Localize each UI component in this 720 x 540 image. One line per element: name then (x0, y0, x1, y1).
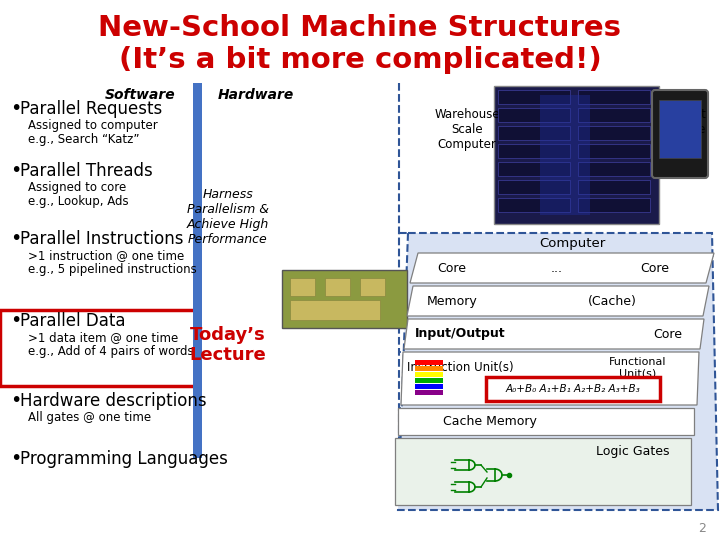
FancyBboxPatch shape (498, 198, 570, 212)
Text: A₀+B₀ A₁+B₁ A₂+B₂ A₃+B₃: A₀+B₀ A₁+B₁ A₂+B₂ A₃+B₃ (505, 384, 640, 394)
FancyBboxPatch shape (578, 126, 650, 140)
FancyBboxPatch shape (415, 384, 443, 389)
Text: •: • (10, 230, 22, 248)
FancyBboxPatch shape (325, 278, 350, 296)
Text: (It’s a bit more complicated!): (It’s a bit more complicated!) (119, 46, 601, 74)
Text: Parallel Requests: Parallel Requests (20, 100, 162, 118)
Text: 2: 2 (698, 522, 706, 535)
Text: Memory: Memory (427, 294, 477, 307)
Text: Input/Output: Input/Output (415, 327, 505, 341)
Text: >1 instruction @ one time: >1 instruction @ one time (28, 249, 184, 262)
FancyBboxPatch shape (498, 144, 570, 158)
Text: e.g., 5 pipelined instructions: e.g., 5 pipelined instructions (28, 264, 197, 276)
FancyBboxPatch shape (486, 377, 660, 401)
FancyBboxPatch shape (193, 83, 202, 458)
FancyBboxPatch shape (578, 108, 650, 122)
FancyBboxPatch shape (578, 162, 650, 176)
Text: Computer: Computer (539, 238, 605, 251)
Text: e.g., Search “Katz”: e.g., Search “Katz” (28, 133, 140, 146)
FancyBboxPatch shape (578, 144, 650, 158)
Text: •: • (10, 392, 22, 410)
FancyBboxPatch shape (540, 95, 590, 215)
Text: Core: Core (438, 261, 467, 274)
FancyBboxPatch shape (0, 310, 195, 386)
Text: •: • (10, 161, 22, 180)
Text: Cache Memory: Cache Memory (443, 415, 537, 428)
Text: New-School Machine Structures: New-School Machine Structures (99, 14, 621, 42)
FancyBboxPatch shape (578, 198, 650, 212)
Text: Functional
Unit(s): Functional Unit(s) (609, 357, 667, 379)
FancyBboxPatch shape (494, 86, 659, 224)
Text: Parallel Instructions: Parallel Instructions (20, 230, 184, 248)
Text: •: • (10, 99, 22, 118)
Text: e.g., Lookup, Ads: e.g., Lookup, Ads (28, 195, 129, 208)
FancyBboxPatch shape (578, 180, 650, 194)
Text: Assigned to computer: Assigned to computer (28, 119, 158, 132)
FancyBboxPatch shape (415, 378, 443, 383)
Text: Core: Core (641, 261, 670, 274)
Polygon shape (401, 352, 699, 405)
Text: Hardware descriptions: Hardware descriptions (20, 392, 207, 410)
Polygon shape (395, 438, 691, 505)
Text: (Cache): (Cache) (588, 294, 636, 307)
Polygon shape (398, 408, 694, 435)
FancyBboxPatch shape (498, 162, 570, 176)
Text: e.g., Add of 4 pairs of words: e.g., Add of 4 pairs of words (28, 346, 194, 359)
FancyBboxPatch shape (498, 90, 570, 104)
Text: •: • (10, 449, 22, 469)
Text: Software: Software (104, 88, 175, 102)
FancyBboxPatch shape (578, 90, 650, 104)
Text: Warehouse
Scale
Computer: Warehouse Scale Computer (434, 108, 500, 151)
FancyBboxPatch shape (498, 180, 570, 194)
FancyBboxPatch shape (498, 126, 570, 140)
Text: Hardware: Hardware (218, 88, 294, 102)
Text: Logic Gates: Logic Gates (596, 444, 670, 457)
Polygon shape (398, 233, 718, 510)
Polygon shape (410, 253, 714, 283)
Polygon shape (407, 286, 709, 316)
Text: Programming Languages: Programming Languages (20, 450, 228, 468)
FancyBboxPatch shape (415, 366, 443, 371)
Text: ...: ... (551, 261, 563, 274)
Polygon shape (404, 319, 704, 349)
FancyBboxPatch shape (498, 108, 570, 122)
FancyBboxPatch shape (290, 300, 380, 320)
FancyBboxPatch shape (282, 270, 407, 328)
Text: Assigned to core: Assigned to core (28, 181, 126, 194)
Text: Today’s
Lecture: Today’s Lecture (189, 326, 266, 365)
Text: Parallel Threads: Parallel Threads (20, 162, 153, 180)
Text: Smart
Phone: Smart Phone (670, 108, 706, 136)
FancyBboxPatch shape (415, 390, 443, 395)
FancyBboxPatch shape (415, 372, 443, 377)
FancyBboxPatch shape (290, 278, 315, 296)
Text: Parallel Data: Parallel Data (20, 312, 125, 330)
Text: •: • (10, 312, 22, 330)
Text: >1 data item @ one time: >1 data item @ one time (28, 332, 179, 345)
Text: All gates @ one time: All gates @ one time (28, 411, 151, 424)
Text: Instruction Unit(s): Instruction Unit(s) (407, 361, 513, 375)
FancyBboxPatch shape (415, 360, 443, 365)
FancyBboxPatch shape (652, 90, 708, 178)
Text: Harness
Parallelism &
Achieve High
Performance: Harness Parallelism & Achieve High Perfo… (187, 188, 269, 246)
FancyBboxPatch shape (360, 278, 385, 296)
FancyBboxPatch shape (659, 100, 701, 158)
Text: Core: Core (654, 327, 683, 341)
